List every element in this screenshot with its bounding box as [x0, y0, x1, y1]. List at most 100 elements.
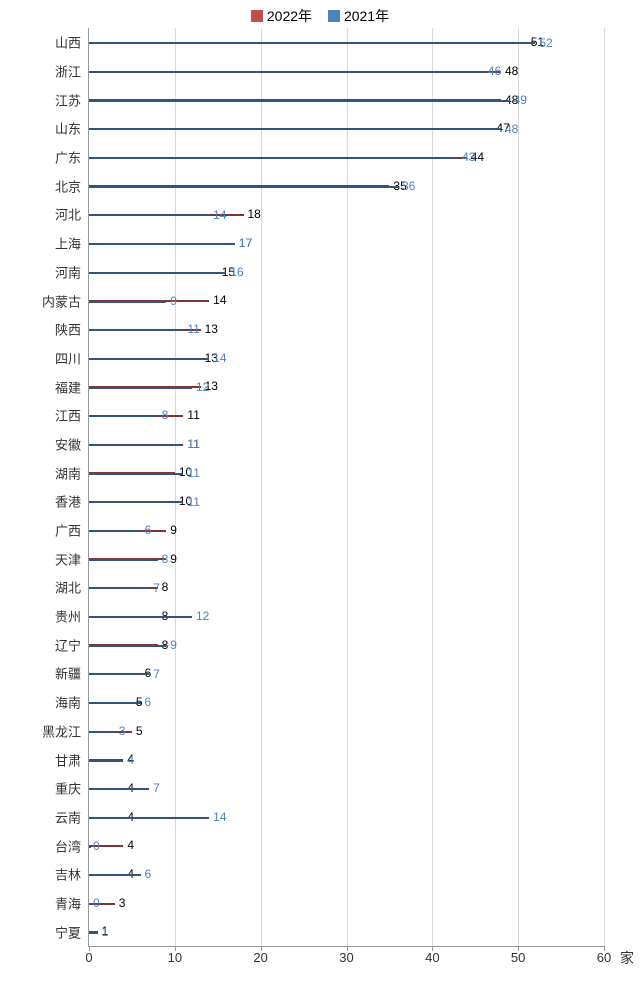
x-tick-label: 30	[339, 950, 353, 965]
x-tick-label: 10	[168, 950, 182, 965]
bar-v2021	[89, 387, 192, 389]
bar-value-v2021: 3	[119, 725, 126, 737]
category-group: 福建1312	[89, 372, 604, 401]
category-label: 黑龙江	[42, 721, 81, 740]
bar-value-v2021: 0	[93, 840, 100, 852]
bar-v2021	[89, 214, 209, 216]
bar-value-v2021: 14	[213, 811, 226, 823]
category-label: 内蒙古	[42, 291, 81, 310]
legend-item-2022: 2022年	[251, 6, 312, 26]
bar-v2021	[89, 846, 91, 848]
bar-v2021	[89, 760, 123, 762]
category-label: 广西	[55, 521, 81, 540]
category-group: 天津98	[89, 544, 604, 573]
category-label: 青海	[55, 893, 81, 912]
category-label: 香港	[55, 492, 81, 511]
category-group: 香港1011	[89, 487, 604, 516]
bar-value-v2021: 12	[196, 610, 209, 622]
category-label: 江西	[55, 406, 81, 425]
bar-value-v2021: 46	[488, 65, 501, 77]
bar-value-v2021: 12	[196, 381, 209, 393]
bar-v2021	[89, 530, 141, 532]
category-group: 浙江4846	[89, 57, 604, 86]
category-label: 辽宁	[55, 635, 81, 654]
bar-v2021	[89, 587, 149, 589]
bar-value-v2021: 16	[230, 266, 243, 278]
bar-value-v2021: 11	[187, 467, 199, 479]
category-group: 江苏4849	[89, 85, 604, 114]
category-group: 贵州812	[89, 602, 604, 631]
bar-v2021	[89, 645, 166, 647]
bar-value-v2021: 11	[187, 496, 199, 508]
category-label: 湖北	[55, 578, 81, 597]
bar-value-v2021: 43	[462, 151, 475, 163]
bar-value-v2022: 9	[170, 524, 177, 536]
legend-item-2021: 2021年	[328, 6, 389, 26]
bar-v2021	[89, 932, 98, 934]
legend-label-2021: 2021年	[344, 6, 389, 26]
category-group: 四川1314	[89, 344, 604, 373]
category-label: 海南	[55, 693, 81, 712]
category-group: 湖南1011	[89, 458, 604, 487]
category-label: 安徽	[55, 434, 81, 453]
bar-v2021	[89, 243, 235, 245]
bar-value-v2022: 8	[162, 581, 169, 593]
bar-v2021	[89, 673, 149, 675]
category-label: 重庆	[55, 779, 81, 798]
category-group: 广西96	[89, 516, 604, 545]
category-group: 青海30	[89, 889, 604, 918]
gridline	[604, 28, 605, 946]
category-group: 黑龙江53	[89, 717, 604, 746]
category-group: 新疆67	[89, 659, 604, 688]
category-label: 山西	[55, 33, 81, 52]
bar-v2021	[89, 444, 183, 446]
category-group: 吉林46	[89, 860, 604, 889]
x-axis-unit: 家	[620, 948, 634, 968]
category-group: 河北1814	[89, 200, 604, 229]
bar-v2021	[89, 272, 226, 274]
bar-value-v2021: 8	[162, 409, 169, 421]
category-label: 山东	[55, 119, 81, 138]
category-group: 海南56	[89, 688, 604, 717]
bar-v2021	[89, 473, 183, 475]
bar-value-v2022: 18	[248, 208, 261, 220]
bar-value-v2021: 52	[539, 37, 552, 49]
chart-wrapper: 2022年 2021年 家 0102030405060山西5152浙江4846江…	[0, 0, 640, 983]
bar-value-v2021: 14	[213, 352, 226, 364]
category-group: 内蒙古149	[89, 286, 604, 315]
category-label: 甘肃	[55, 750, 81, 769]
x-tick-label: 40	[425, 950, 439, 965]
bar-value-v2022: 3	[119, 897, 126, 909]
x-tick-label: 20	[253, 950, 267, 965]
category-label: 吉林	[55, 865, 81, 884]
plot-area: 家 0102030405060山西5152浙江4846江苏4849山东4748广…	[88, 28, 604, 947]
bar-v2021	[89, 903, 91, 905]
bar-value-v2022: 5	[136, 725, 143, 737]
bar-value-v2021: 6	[145, 868, 152, 880]
category-group: 重庆47	[89, 774, 604, 803]
bar-v2021	[89, 157, 458, 159]
category-label: 宁夏	[55, 922, 81, 941]
bar-value-v2021: 36	[402, 180, 415, 192]
bar-value-v2021: 7	[153, 782, 160, 794]
category-group: 辽宁89	[89, 630, 604, 659]
category-label: 贵州	[55, 607, 81, 626]
category-group: 山西5152	[89, 28, 604, 57]
bar-value-v2021: 48	[505, 123, 518, 135]
bar-value-v2021: 4	[127, 754, 134, 766]
bar-v2021	[89, 874, 141, 876]
bar-value-v2021: 7	[153, 668, 160, 680]
bar-v2021	[89, 100, 510, 102]
bar-value-v2021: 49	[514, 94, 527, 106]
bar-value-v2021: 7	[153, 582, 160, 594]
bar-v2021	[89, 559, 158, 561]
category-group: 甘肃44	[89, 745, 604, 774]
category-label: 河北	[55, 205, 81, 224]
bar-v2021	[89, 817, 209, 819]
category-label: 江苏	[55, 90, 81, 109]
bar-value-v2021: 9	[170, 639, 177, 651]
category-label: 云南	[55, 807, 81, 826]
category-group: 山东4748	[89, 114, 604, 143]
category-label: 福建	[55, 377, 81, 396]
bar-v2021	[89, 301, 166, 303]
